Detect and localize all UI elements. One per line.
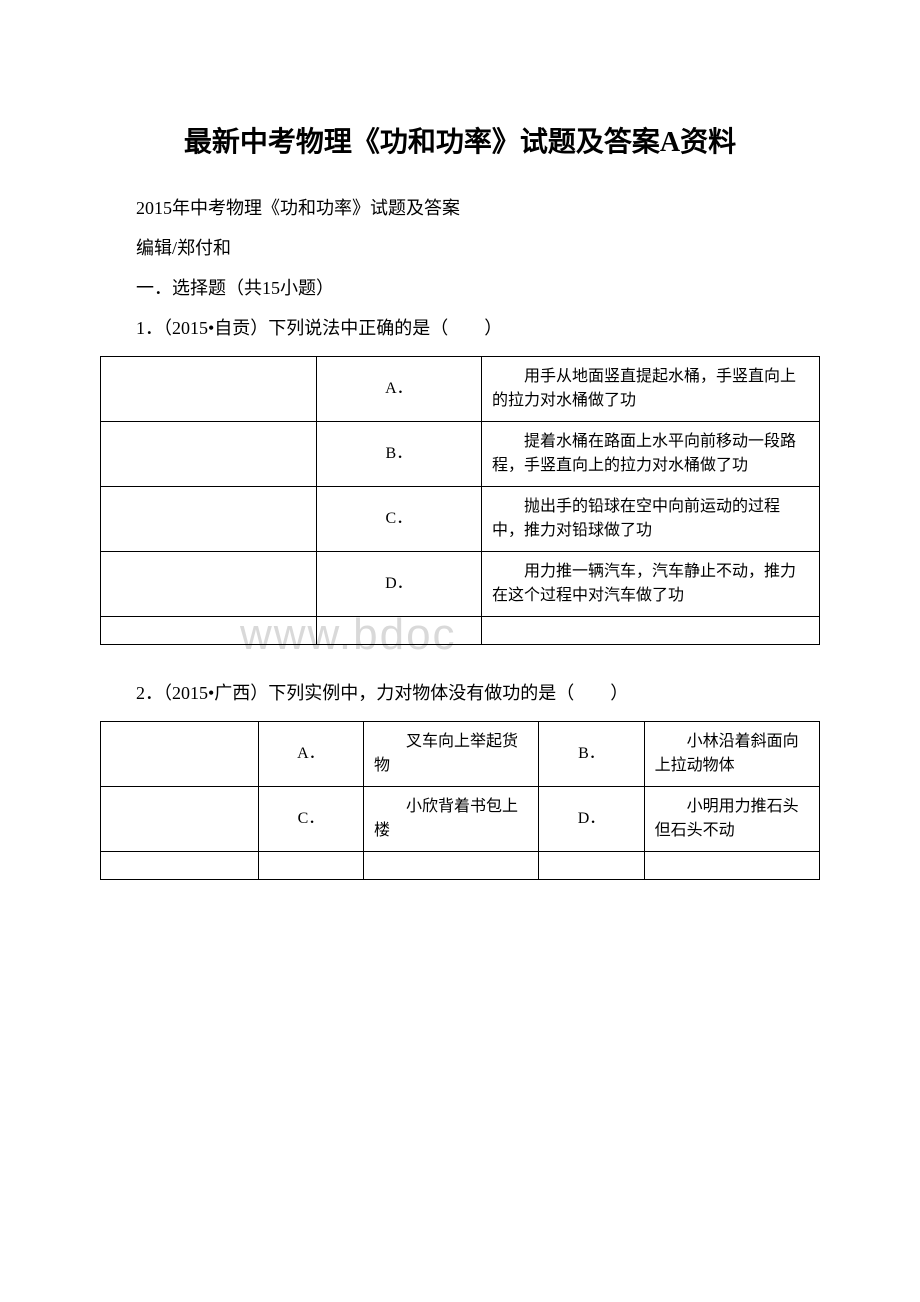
question-2-table: A． 叉车向上举起货物 B． 小林沿着斜面向上拉动物体 C． 小欣背着书包上楼 …	[100, 721, 820, 880]
table-row: C． 小欣背着书包上楼 D． 小明用力推石头但石头不动	[101, 787, 820, 852]
option-label: C．	[258, 787, 363, 852]
option-text: 小明用力推石头但石头不动	[644, 787, 819, 852]
table-cell-blank	[101, 357, 317, 422]
table-cell-blank	[316, 617, 481, 645]
table-row-empty	[101, 852, 820, 880]
question-1-stem: 1．（2015•自贡）下列说法中正确的是（ ）	[100, 310, 820, 346]
table-cell-blank	[101, 422, 317, 487]
section-heading: 一．选择题（共15小题）	[100, 270, 820, 306]
option-label: C．	[316, 487, 481, 552]
question-2-stem: 2．（2015•广西）下列实例中，力对物体没有做功的是（ ）	[100, 675, 820, 711]
table-cell-blank	[101, 552, 317, 617]
table-cell-blank	[101, 852, 259, 880]
editor-line: 编辑/郑付和	[100, 230, 820, 266]
option-text: 用力推一辆汽车，汽车静止不动，推力在这个过程中对汽车做了功	[482, 552, 820, 617]
table-row: B． 提着水桶在路面上水平向前移动一段路程，手竖直向上的拉力对水桶做了功	[101, 422, 820, 487]
option-text: 用手从地面竖直提起水桶，手竖直向上的拉力对水桶做了功	[482, 357, 820, 422]
option-label: D．	[316, 552, 481, 617]
table-row: D． 用力推一辆汽车，汽车静止不动，推力在这个过程中对汽车做了功	[101, 552, 820, 617]
table-row: C． 抛出手的铅球在空中向前运动的过程中，推力对铅球做了功	[101, 487, 820, 552]
table-cell-blank	[101, 722, 259, 787]
option-text: 叉车向上举起货物	[364, 722, 539, 787]
table-cell-blank	[258, 852, 363, 880]
table-cell-blank	[101, 787, 259, 852]
table-cell-blank	[644, 852, 819, 880]
option-text: 小林沿着斜面向上拉动物体	[644, 722, 819, 787]
option-text: 抛出手的铅球在空中向前运动的过程中，推力对铅球做了功	[482, 487, 820, 552]
table-cell-blank	[101, 617, 317, 645]
table-cell-blank	[364, 852, 539, 880]
option-label: B．	[316, 422, 481, 487]
table-cell-blank	[482, 617, 820, 645]
table-row: A． 叉车向上举起货物 B． 小林沿着斜面向上拉动物体	[101, 722, 820, 787]
document-content: 最新中考物理《功和功率》试题及答案A资料 2015年中考物理《功和功率》试题及答…	[100, 120, 820, 880]
option-text: 小欣背着书包上楼	[364, 787, 539, 852]
question-1-table: A． 用手从地面竖直提起水桶，手竖直向上的拉力对水桶做了功 B． 提着水桶在路面…	[100, 356, 820, 645]
subtitle-line: 2015年中考物理《功和功率》试题及答案	[100, 190, 820, 226]
option-label: A．	[258, 722, 363, 787]
table-cell-blank	[101, 487, 317, 552]
option-label: B．	[539, 722, 644, 787]
option-label: D．	[539, 787, 644, 852]
table-row: A． 用手从地面竖直提起水桶，手竖直向上的拉力对水桶做了功	[101, 357, 820, 422]
table-row-empty	[101, 617, 820, 645]
table-cell-blank	[539, 852, 644, 880]
main-title: 最新中考物理《功和功率》试题及答案A资料	[100, 120, 820, 160]
option-text: 提着水桶在路面上水平向前移动一段路程，手竖直向上的拉力对水桶做了功	[482, 422, 820, 487]
option-label: A．	[316, 357, 481, 422]
